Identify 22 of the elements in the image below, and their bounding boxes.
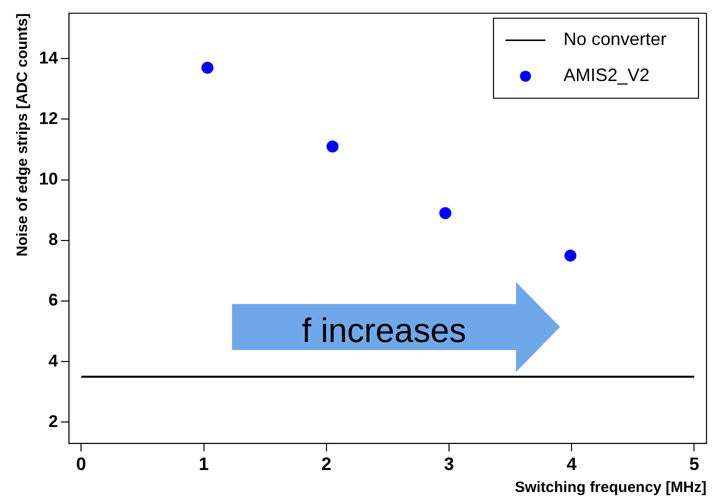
y-axis-title: Noise of edge strips [ADC counts]: [14, 13, 32, 257]
legend-label: No converter: [564, 29, 667, 50]
x-tick-label: 2: [321, 454, 332, 474]
y-tick-label: 10: [38, 170, 58, 189]
point: [326, 140, 339, 152]
point: [564, 250, 576, 262]
x-tick-label: 0: [76, 454, 86, 474]
y-tick-label: 6: [48, 290, 58, 310]
legend-label: AMIS2_V2: [564, 65, 650, 86]
x-tick-label: 5: [689, 454, 700, 474]
annotation: f increases: [302, 312, 466, 350]
y-tick-label: 4: [48, 351, 58, 370]
point: [439, 207, 452, 220]
y-tick-label: 12: [38, 108, 58, 128]
point: [201, 62, 214, 74]
x-axis-title: Switching frequency [MHz]: [514, 479, 706, 496]
x-tick-label: 3: [444, 454, 454, 474]
y-tick-label: 2: [48, 412, 58, 431]
x-tick-label: 1: [198, 454, 209, 474]
y-tick-label: 14: [38, 48, 58, 68]
x-tick-label: 4: [566, 454, 577, 474]
y-tick-label: 8: [48, 230, 58, 250]
